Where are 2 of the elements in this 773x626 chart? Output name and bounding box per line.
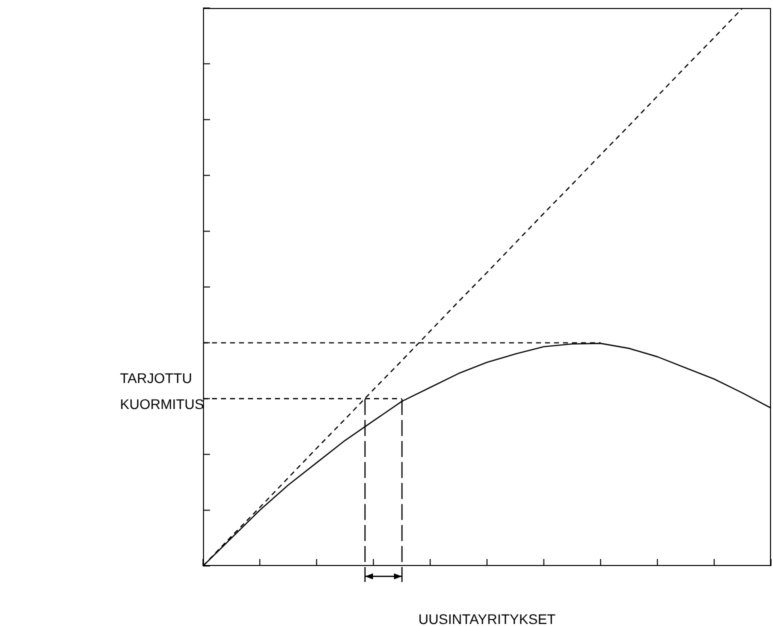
x-axis-title: UUSINTAYRITYKSET xyxy=(418,610,556,626)
y-axis-title: TARJOTTU KUORMITUS xyxy=(120,369,204,414)
